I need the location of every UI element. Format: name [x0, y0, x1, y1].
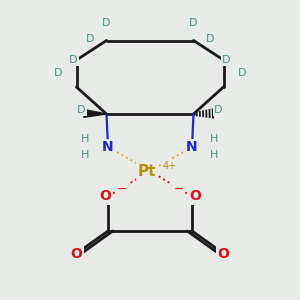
- Text: H: H: [210, 134, 219, 144]
- Text: D: D: [222, 55, 231, 65]
- Text: D: D: [69, 55, 78, 65]
- Text: N: N: [186, 140, 198, 154]
- Text: D: D: [206, 34, 214, 44]
- Text: H: H: [210, 149, 219, 160]
- Text: D: D: [214, 105, 223, 115]
- Text: −: −: [116, 182, 127, 196]
- Text: D: D: [238, 68, 246, 78]
- Text: O: O: [189, 190, 201, 203]
- Text: D: D: [189, 17, 198, 28]
- Text: O: O: [70, 247, 83, 260]
- Text: D: D: [86, 34, 94, 44]
- Text: D: D: [54, 68, 62, 78]
- Text: H: H: [81, 134, 90, 144]
- Text: H: H: [81, 149, 90, 160]
- Text: 4+: 4+: [162, 160, 177, 171]
- Text: −: −: [173, 182, 184, 196]
- Text: O: O: [99, 190, 111, 203]
- Text: N: N: [102, 140, 114, 154]
- Text: O: O: [218, 247, 230, 260]
- Text: D: D: [77, 105, 86, 115]
- Text: D: D: [102, 17, 111, 28]
- Text: Pt: Pt: [138, 164, 156, 178]
- Polygon shape: [84, 110, 106, 117]
